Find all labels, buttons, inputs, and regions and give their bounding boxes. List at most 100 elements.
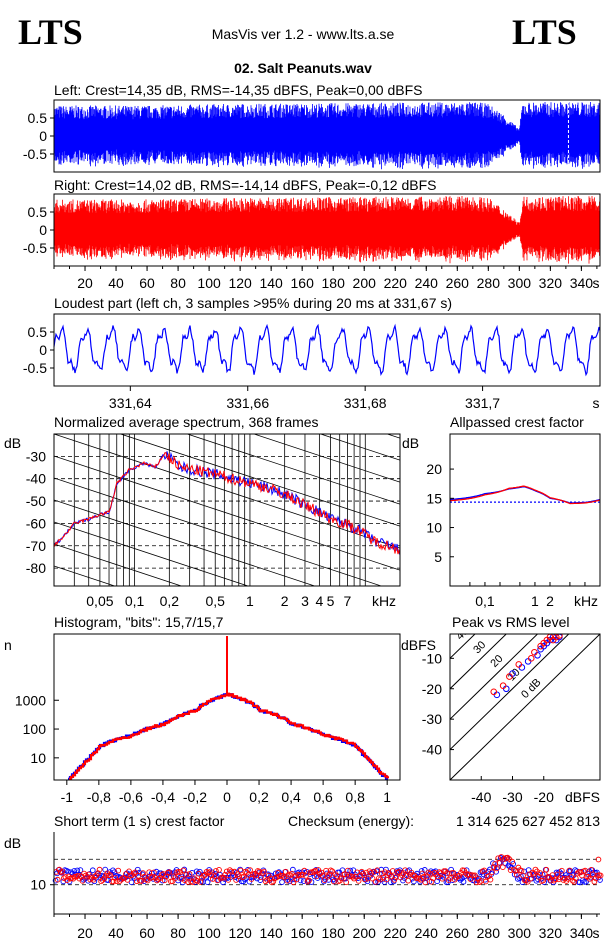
stc-right-point xyxy=(182,877,188,884)
crest-line xyxy=(450,634,539,720)
stc-left-point xyxy=(71,868,78,874)
stc-right-point xyxy=(428,878,435,885)
stc-right-point xyxy=(402,867,409,874)
spectrum-title: Normalized average spectrum, 368 frames xyxy=(54,414,319,430)
crest-title: Allpassed crest factor xyxy=(450,414,584,430)
xunit-label: s xyxy=(593,925,600,941)
stc-right-point xyxy=(385,870,391,876)
xtick-label: -40 xyxy=(471,789,491,805)
xtick-label: -20 xyxy=(534,789,554,805)
crest-frame xyxy=(449,433,601,587)
stc-right-point xyxy=(324,873,331,880)
xtick-label: 140 xyxy=(259,925,283,941)
xtick-label: 160 xyxy=(291,925,315,941)
histogram-right-line xyxy=(69,692,389,780)
stc-right-point xyxy=(391,877,398,883)
xtick-label: 60 xyxy=(139,925,155,941)
stc-right-point xyxy=(361,876,368,883)
stc-right-point xyxy=(303,872,309,879)
stc-right-point xyxy=(118,876,125,883)
stc-right-point xyxy=(439,875,446,882)
xtick-label: 331,64 xyxy=(109,395,152,411)
checksum-label: Checksum (energy): xyxy=(288,813,414,829)
checksum-value: 1 314 625 627 452 813 xyxy=(456,813,600,829)
xtick-label: -0,2 xyxy=(183,789,207,805)
stc-right-point xyxy=(206,869,213,875)
stc-right-point xyxy=(240,873,247,880)
stc-right-point xyxy=(151,869,157,876)
xtick-label: 300 xyxy=(508,275,532,291)
xtick-label: 260 xyxy=(446,925,470,941)
stc-right-point xyxy=(107,872,114,878)
crest-line-label: 40 xyxy=(454,625,471,642)
stc-right-point xyxy=(101,875,108,882)
stc-right-point xyxy=(177,869,184,876)
grid-slope xyxy=(54,477,383,586)
stc-right-point xyxy=(216,867,222,873)
ytick-label: -60 xyxy=(26,515,46,531)
xtick-label: 220 xyxy=(384,925,408,941)
stc-right-point xyxy=(279,873,286,879)
stc-right-point xyxy=(496,860,503,866)
stc-right-point xyxy=(115,867,122,874)
xtick-label: 200 xyxy=(353,275,377,291)
xtick-label: 340 xyxy=(570,275,594,291)
xtick-label: 0,2 xyxy=(249,789,269,805)
stc-right-point xyxy=(462,870,469,877)
stc-right-point xyxy=(222,871,229,878)
histogram-left-line xyxy=(68,693,388,780)
stc-right-point xyxy=(524,878,531,885)
xtick-label: 140 xyxy=(259,275,283,291)
stc-left-point xyxy=(426,878,433,885)
stc-right-point xyxy=(261,868,267,875)
stc-right-point xyxy=(490,864,497,870)
stc-left-point xyxy=(128,879,135,886)
xtick-label: 0,8 xyxy=(345,789,365,805)
stc-right-point xyxy=(487,876,494,883)
logo-left: LTS xyxy=(18,12,83,52)
xtick-label: 160 xyxy=(291,275,315,291)
pvr-right-point xyxy=(556,634,563,639)
stc-left-point xyxy=(237,866,243,873)
stc-right-point xyxy=(220,874,227,881)
stc-right-point xyxy=(513,871,520,878)
stc-right-point xyxy=(380,875,387,881)
spectrum-grid xyxy=(54,434,400,586)
stc-right-point xyxy=(374,867,381,874)
stc-right-point xyxy=(344,867,351,874)
crest-ylabel: dB xyxy=(402,435,419,451)
xtick-label: 120 xyxy=(228,275,252,291)
stc-right-point xyxy=(262,878,269,885)
pvr-right-point xyxy=(490,688,498,696)
stc-right-point xyxy=(534,868,540,875)
loudest-part-plot: 0.5 0 -0.5 331,64 331,66 331,68 331,7 s xyxy=(23,313,601,411)
xtick-label: 4 xyxy=(315,593,323,609)
stc-right-point xyxy=(290,879,297,886)
xtick-label: 0,1 xyxy=(125,593,145,609)
stc-right-point xyxy=(194,878,201,884)
stc-left-point xyxy=(290,866,296,873)
stc-left-point xyxy=(68,869,74,876)
stc-right-point xyxy=(135,872,142,879)
pvr-frame xyxy=(449,633,601,781)
stc-right-point xyxy=(430,875,436,882)
xtick-label: 320 xyxy=(539,925,563,941)
xunit-label: dBFS xyxy=(565,789,600,805)
crest-line xyxy=(450,634,476,660)
ytick-label: 10 xyxy=(30,750,46,766)
g-right-wave-frame xyxy=(53,193,601,267)
stc-right-point xyxy=(59,868,66,875)
xtick-label: -30 xyxy=(502,789,522,805)
pvr-right-point xyxy=(499,682,507,690)
ytick-label: -80 xyxy=(26,560,46,576)
stc-right-point xyxy=(329,868,336,875)
stc-right-point xyxy=(265,872,272,879)
stc-right-point xyxy=(169,878,176,885)
xtick-label: 3 xyxy=(301,593,309,609)
grid-slope xyxy=(54,543,183,586)
stc-right-point xyxy=(96,866,103,873)
stc-right-point xyxy=(208,872,215,879)
ytick-label: -20 xyxy=(422,681,442,697)
stc-right-point xyxy=(90,876,97,883)
stc-right-point xyxy=(338,875,345,882)
